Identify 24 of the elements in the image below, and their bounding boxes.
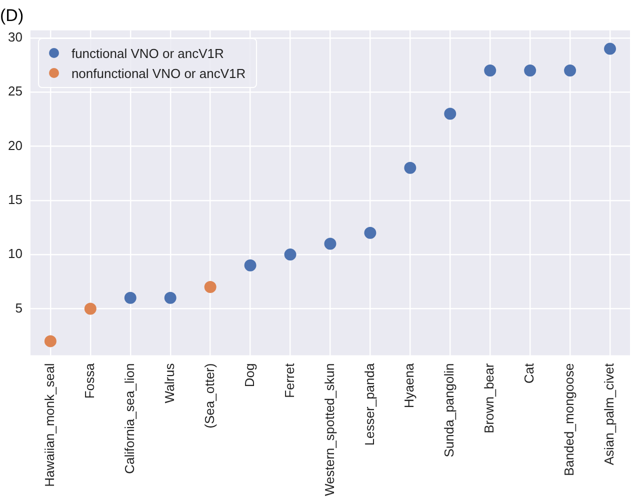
x-tick-label: Ferret — [282, 362, 297, 398]
x-tick-label: Hawaiian_monk_seal — [42, 363, 58, 487]
x-tick-label: California_sea_lion — [122, 363, 137, 474]
x-tick-label: Banded_mongoose — [562, 363, 577, 476]
chart-title: (D) — [0, 6, 24, 25]
y-tick-label: 10 — [8, 246, 22, 262]
y-tick-label: 20 — [8, 138, 22, 153]
x-tick-label: (Sea_otter) — [202, 363, 217, 428]
x-tick-label: Lesser_panda — [362, 362, 377, 446]
x-tick-label: Brown_bear — [482, 362, 497, 434]
x-tick-label: Cat — [522, 362, 537, 384]
y-tick-label: 5 — [15, 300, 22, 316]
legend-label: nonfunctional VNO or ancV1R — [71, 66, 246, 81]
x-tick-label: Fossa — [82, 362, 97, 399]
x-tick-label: Sunda_pangolin — [442, 363, 457, 458]
legend-label: functional VNO or ancV1R — [71, 46, 224, 61]
y-tick-label: 15 — [8, 192, 22, 207]
x-tick-label: Dog — [242, 363, 257, 388]
x-tick-label: Walrus — [162, 362, 177, 404]
x-tick-label: Hyaena — [402, 362, 417, 408]
y-tick-label: 30 — [8, 30, 22, 45]
x-tick-label: Western_spotted_skun — [322, 363, 337, 496]
y-tick-label: 25 — [8, 84, 22, 99]
x-tick-label: Asian_palm_civet — [602, 362, 617, 466]
